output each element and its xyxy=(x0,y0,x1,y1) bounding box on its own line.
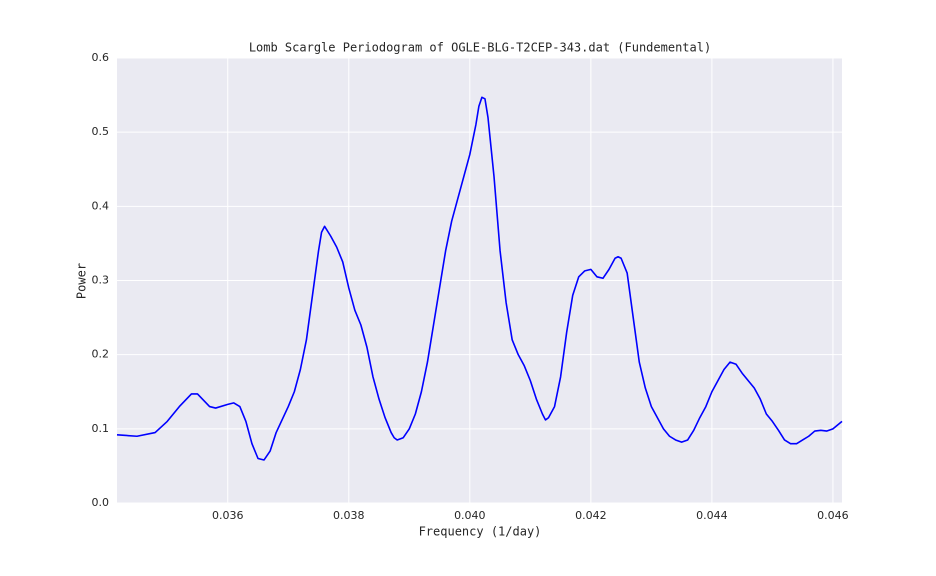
y-axis-label: Power xyxy=(75,263,89,299)
y-tick-label: 0.0 xyxy=(92,496,110,509)
x-tick-label: 0.040 xyxy=(454,509,486,522)
y-tick-label: 0.4 xyxy=(92,199,110,212)
y-tick-label: 0.1 xyxy=(92,422,110,435)
x-tick-label: 0.046 xyxy=(817,509,849,522)
x-tick-label: 0.038 xyxy=(333,509,365,522)
y-tick-label: 0.2 xyxy=(92,348,110,361)
line-series xyxy=(116,96,843,461)
x-tick-label: 0.044 xyxy=(696,509,728,522)
x-axis-label: Frequency (1/day) xyxy=(419,525,542,539)
y-tick-label: 0.6 xyxy=(92,51,110,64)
y-tick-label: 0.5 xyxy=(92,125,110,138)
chart-title: Lomb Scargle Periodogram of OGLE-BLG-T2C… xyxy=(249,41,711,55)
y-tick-label: 0.3 xyxy=(92,274,110,287)
x-tick-label: 0.042 xyxy=(575,509,607,522)
x-tick-label: 0.036 xyxy=(212,509,244,522)
